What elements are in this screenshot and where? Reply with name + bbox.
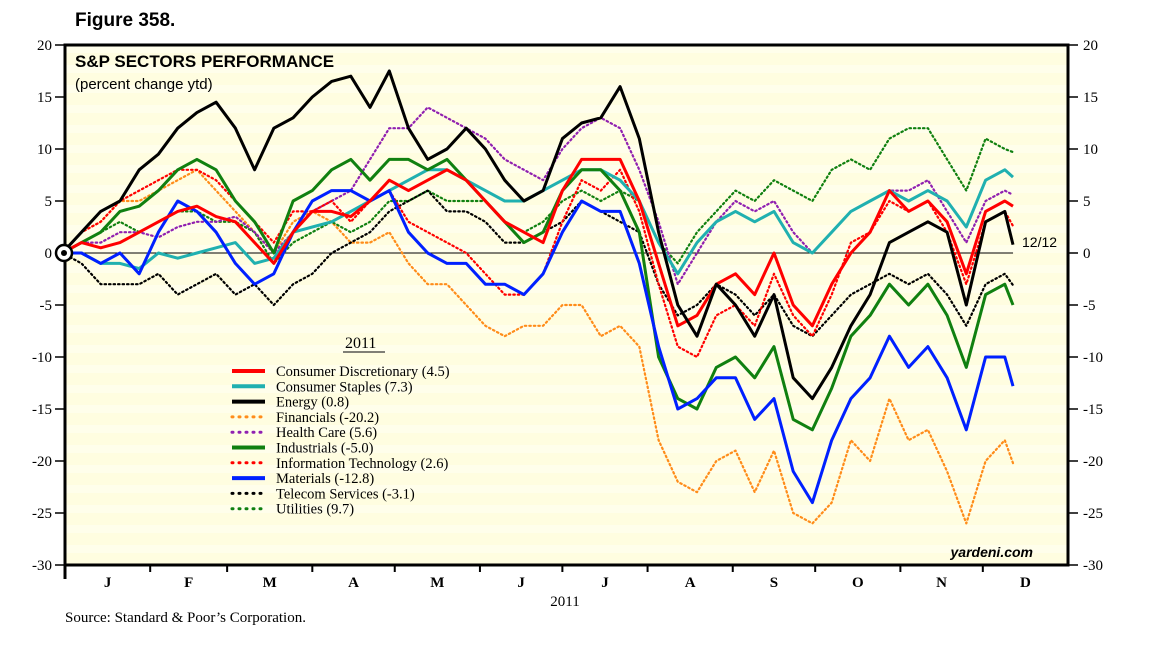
- background-band: [65, 545, 1068, 553]
- legend-label: Energy (0.8): [276, 395, 349, 411]
- background-band: [65, 445, 1068, 453]
- y-tick-label-right: 10: [1083, 142, 1098, 158]
- background-band: [65, 325, 1068, 333]
- legend-title: 2011: [345, 335, 376, 352]
- background-band: [65, 65, 1068, 73]
- y-tick-label-left: -20: [32, 454, 52, 470]
- y-tick-label-right: -30: [1083, 558, 1103, 574]
- x-tick-label: F: [184, 575, 193, 591]
- y-tick-label-right: -25: [1083, 506, 1103, 522]
- x-tick-label: J: [601, 575, 609, 591]
- series-line-financials: [61, 168, 1015, 525]
- legend-label: Industrials (-5.0): [276, 441, 374, 457]
- y-tick-label-left: -30: [32, 558, 52, 574]
- legend-label: Health Care (5.6): [276, 425, 377, 441]
- background-band: [65, 525, 1068, 533]
- background-band: [65, 365, 1068, 373]
- series-line-consumer-discretionary: [61, 157, 1014, 328]
- background-band: [65, 305, 1068, 313]
- y-tick-label-left: 15: [37, 90, 52, 106]
- source-note: Source: Standard & Poor’s Corporation.: [65, 610, 306, 626]
- y-tick-label-right: -20: [1083, 454, 1103, 470]
- background-band: [65, 125, 1068, 133]
- y-tick-label-left: 20: [37, 38, 52, 54]
- y-tick-label-left: -10: [32, 350, 52, 366]
- y-tick-label-left: 5: [45, 194, 53, 210]
- background-band: [65, 245, 1068, 253]
- legend-label: Information Technology (2.6): [276, 456, 448, 472]
- y-tick-label-left: -15: [32, 402, 52, 418]
- start-marker: [54, 243, 74, 263]
- series-line-energy: [61, 69, 1015, 401]
- y-tick-label-right: 5: [1083, 194, 1091, 210]
- background-band: [65, 385, 1068, 393]
- y-tick-label-left: 10: [37, 142, 52, 158]
- x-tick-label: M: [263, 575, 277, 591]
- x-tick-label: M: [430, 575, 444, 591]
- background-band: [65, 185, 1068, 193]
- end-date-label: 12/12: [1022, 234, 1057, 250]
- background-band: [65, 405, 1068, 413]
- background-band: [65, 225, 1068, 233]
- x-tick-label: J: [517, 575, 525, 591]
- series-line-utilities: [61, 127, 1015, 265]
- background-band: [65, 265, 1068, 273]
- background-band: [65, 205, 1068, 213]
- legend: Consumer Discretionary (4.5)Consumer Sta…: [230, 364, 450, 518]
- legend-label: Financials (-20.2): [276, 410, 379, 426]
- legend-label: Telecom Services (-3.1): [276, 486, 415, 502]
- y-tick-label-right: 15: [1083, 90, 1098, 106]
- y-tick-label-right: -5: [1083, 298, 1096, 314]
- chart-subtitle: (percent change ytd): [75, 76, 213, 93]
- background-band: [65, 45, 1068, 53]
- y-tick-label-left: -5: [40, 298, 53, 314]
- background-band: [65, 425, 1068, 433]
- x-axis-year-label: 2011: [550, 594, 579, 610]
- background-band: [65, 285, 1068, 293]
- background-band: [65, 145, 1068, 153]
- background-band: [65, 105, 1068, 113]
- legend-label: Consumer Staples (7.3): [276, 379, 413, 395]
- background-band: [65, 85, 1068, 93]
- series-line-information-technology: [61, 168, 1015, 359]
- background-bands: [65, 45, 1068, 553]
- legend-label: Utilities (9.7): [276, 502, 354, 518]
- background-band: [65, 505, 1068, 513]
- series-line-industrials: [61, 157, 1015, 432]
- legend-label: Materials (-12.8): [276, 471, 374, 487]
- x-tick-label: A: [685, 575, 696, 591]
- y-tick-label-right: -10: [1083, 350, 1103, 366]
- x-tick-label: N: [936, 575, 947, 591]
- background-band: [65, 345, 1068, 353]
- y-tick-label-left: -25: [32, 506, 52, 522]
- x-tick-label: O: [852, 575, 864, 591]
- x-tick-label: J: [104, 575, 112, 591]
- chart-title: S&P SECTORS PERFORMANCE: [75, 52, 334, 71]
- y-tick-label-right: -15: [1083, 402, 1103, 418]
- series-lines: [61, 69, 1015, 525]
- y-axes: 20 20 15 15 10 10 5 5 0 0 -5 -5 -10 -10 -15 -15 -20 -20 -2…: [32, 38, 1103, 574]
- series-line-materials: [62, 189, 1015, 505]
- x-tick-label: A: [348, 575, 359, 591]
- legend-label: Consumer Discretionary (4.5): [276, 364, 450, 380]
- yardeni-watermark: yardeni.com: [950, 544, 1033, 560]
- x-tick-label: D: [1020, 575, 1031, 591]
- background-band: [65, 485, 1068, 493]
- y-tick-label-right: 0: [1083, 246, 1091, 262]
- y-tick-label-right: 20: [1083, 38, 1098, 54]
- background-band: [65, 165, 1068, 173]
- background-band: [65, 465, 1068, 473]
- figure-label: Figure 358.: [75, 10, 175, 31]
- y-tick-label-left: 0: [45, 246, 53, 262]
- x-tick-label: S: [770, 575, 778, 591]
